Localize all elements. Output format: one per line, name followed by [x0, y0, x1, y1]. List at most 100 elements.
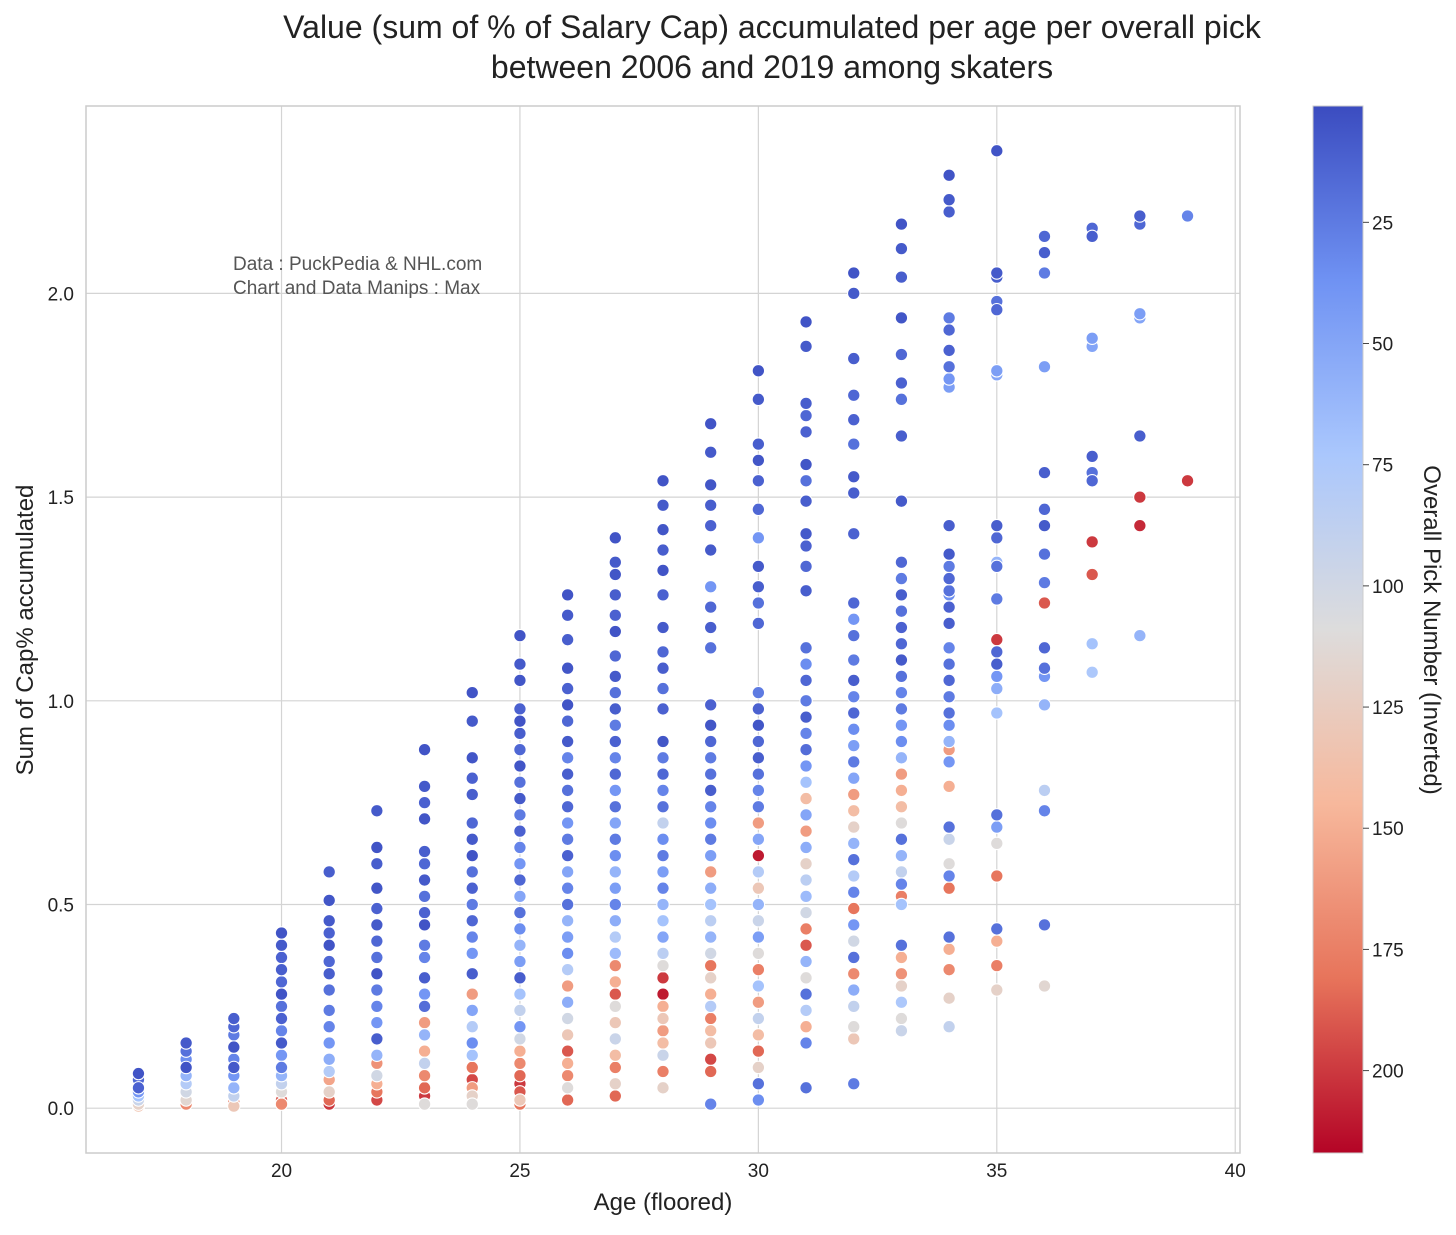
data-point	[942, 991, 956, 1005]
data-point	[846, 266, 861, 280]
data-point	[990, 706, 1004, 720]
data-point	[513, 1044, 527, 1058]
data-point	[799, 857, 813, 871]
data-point	[322, 954, 336, 969]
colorbar-tick-label: 175	[1372, 940, 1404, 961]
data-point	[942, 571, 956, 586]
plot-frame	[85, 105, 1241, 1154]
data-point	[894, 950, 909, 965]
data-point	[370, 881, 384, 895]
data-point	[656, 767, 670, 781]
data-point	[703, 698, 718, 712]
data-point	[894, 702, 909, 716]
data-point	[322, 1003, 336, 1018]
data-point	[465, 1060, 480, 1075]
data-point	[799, 694, 813, 708]
data-point	[465, 1048, 480, 1062]
data-point	[846, 934, 861, 948]
data-point	[799, 840, 813, 855]
data-point	[990, 144, 1004, 158]
colorbar-label: Overall Pick Number (Inverted)	[1418, 465, 1445, 794]
data-point	[417, 873, 432, 887]
data-point	[846, 983, 861, 997]
data-point	[608, 669, 623, 684]
data-point	[465, 897, 480, 912]
data-point	[560, 1011, 575, 1026]
data-point	[417, 950, 432, 965]
data-point	[370, 966, 384, 981]
data-point	[656, 848, 670, 863]
data-point	[656, 930, 670, 944]
data-point	[846, 469, 861, 484]
data-point	[990, 592, 1004, 606]
data-point	[465, 881, 480, 895]
data-point	[703, 498, 718, 512]
data-point	[703, 1011, 718, 1026]
data-point	[417, 1044, 432, 1058]
data-point	[656, 1064, 670, 1079]
data-point	[560, 1056, 575, 1071]
data-point	[751, 946, 766, 961]
data-point	[656, 588, 670, 602]
data-point	[560, 848, 575, 863]
data-point	[1133, 518, 1147, 533]
data-point	[894, 217, 909, 231]
data-point	[751, 596, 766, 610]
data-point	[465, 832, 480, 847]
data-point	[1180, 474, 1195, 488]
data-point	[513, 873, 527, 887]
data-point	[942, 168, 956, 183]
data-point	[894, 653, 909, 667]
data-point	[990, 820, 1004, 834]
data-point	[465, 1019, 480, 1034]
data-point	[990, 958, 1004, 973]
y-tick-label: 0.0	[48, 1099, 74, 1120]
data-point	[751, 995, 766, 1010]
data-point	[990, 669, 1004, 684]
data-point	[417, 812, 432, 826]
data-point	[751, 962, 766, 977]
data-point	[513, 702, 527, 716]
data-point	[846, 689, 861, 704]
data-point	[703, 751, 718, 765]
data-point	[179, 1060, 193, 1075]
data-point	[990, 922, 1004, 936]
data-point	[656, 914, 670, 928]
data-point	[1133, 429, 1147, 443]
data-point	[942, 547, 956, 561]
data-point	[846, 836, 861, 851]
data-point	[990, 836, 1004, 851]
data-point	[703, 1097, 718, 1111]
data-point	[894, 995, 909, 1010]
data-point	[799, 474, 813, 488]
data-point	[703, 1064, 718, 1079]
data-point	[942, 832, 956, 847]
data-point	[799, 987, 813, 1001]
data-point	[846, 755, 861, 769]
data-point	[990, 645, 1004, 659]
data-point	[656, 661, 670, 675]
data-point	[799, 425, 813, 439]
data-point	[1180, 209, 1195, 223]
data-point	[703, 767, 718, 781]
chart-title-line2: between 2006 and 2019 among skaters	[491, 49, 1053, 85]
data-point	[799, 408, 813, 423]
data-point	[608, 702, 623, 716]
data-point	[608, 958, 623, 973]
data-point	[1133, 209, 1147, 223]
data-point	[799, 873, 813, 887]
data-point	[1085, 474, 1099, 488]
data-point	[608, 914, 623, 928]
data-point	[513, 824, 527, 838]
data-point	[894, 877, 909, 891]
data-point	[608, 718, 623, 732]
data-point	[799, 1036, 813, 1050]
data-point	[417, 1081, 432, 1095]
data-point	[465, 1097, 480, 1111]
data-point	[751, 579, 766, 594]
data-point	[846, 706, 861, 720]
data-point	[846, 628, 861, 643]
data-point	[417, 971, 432, 985]
data-point	[894, 979, 909, 993]
data-point	[417, 905, 432, 920]
